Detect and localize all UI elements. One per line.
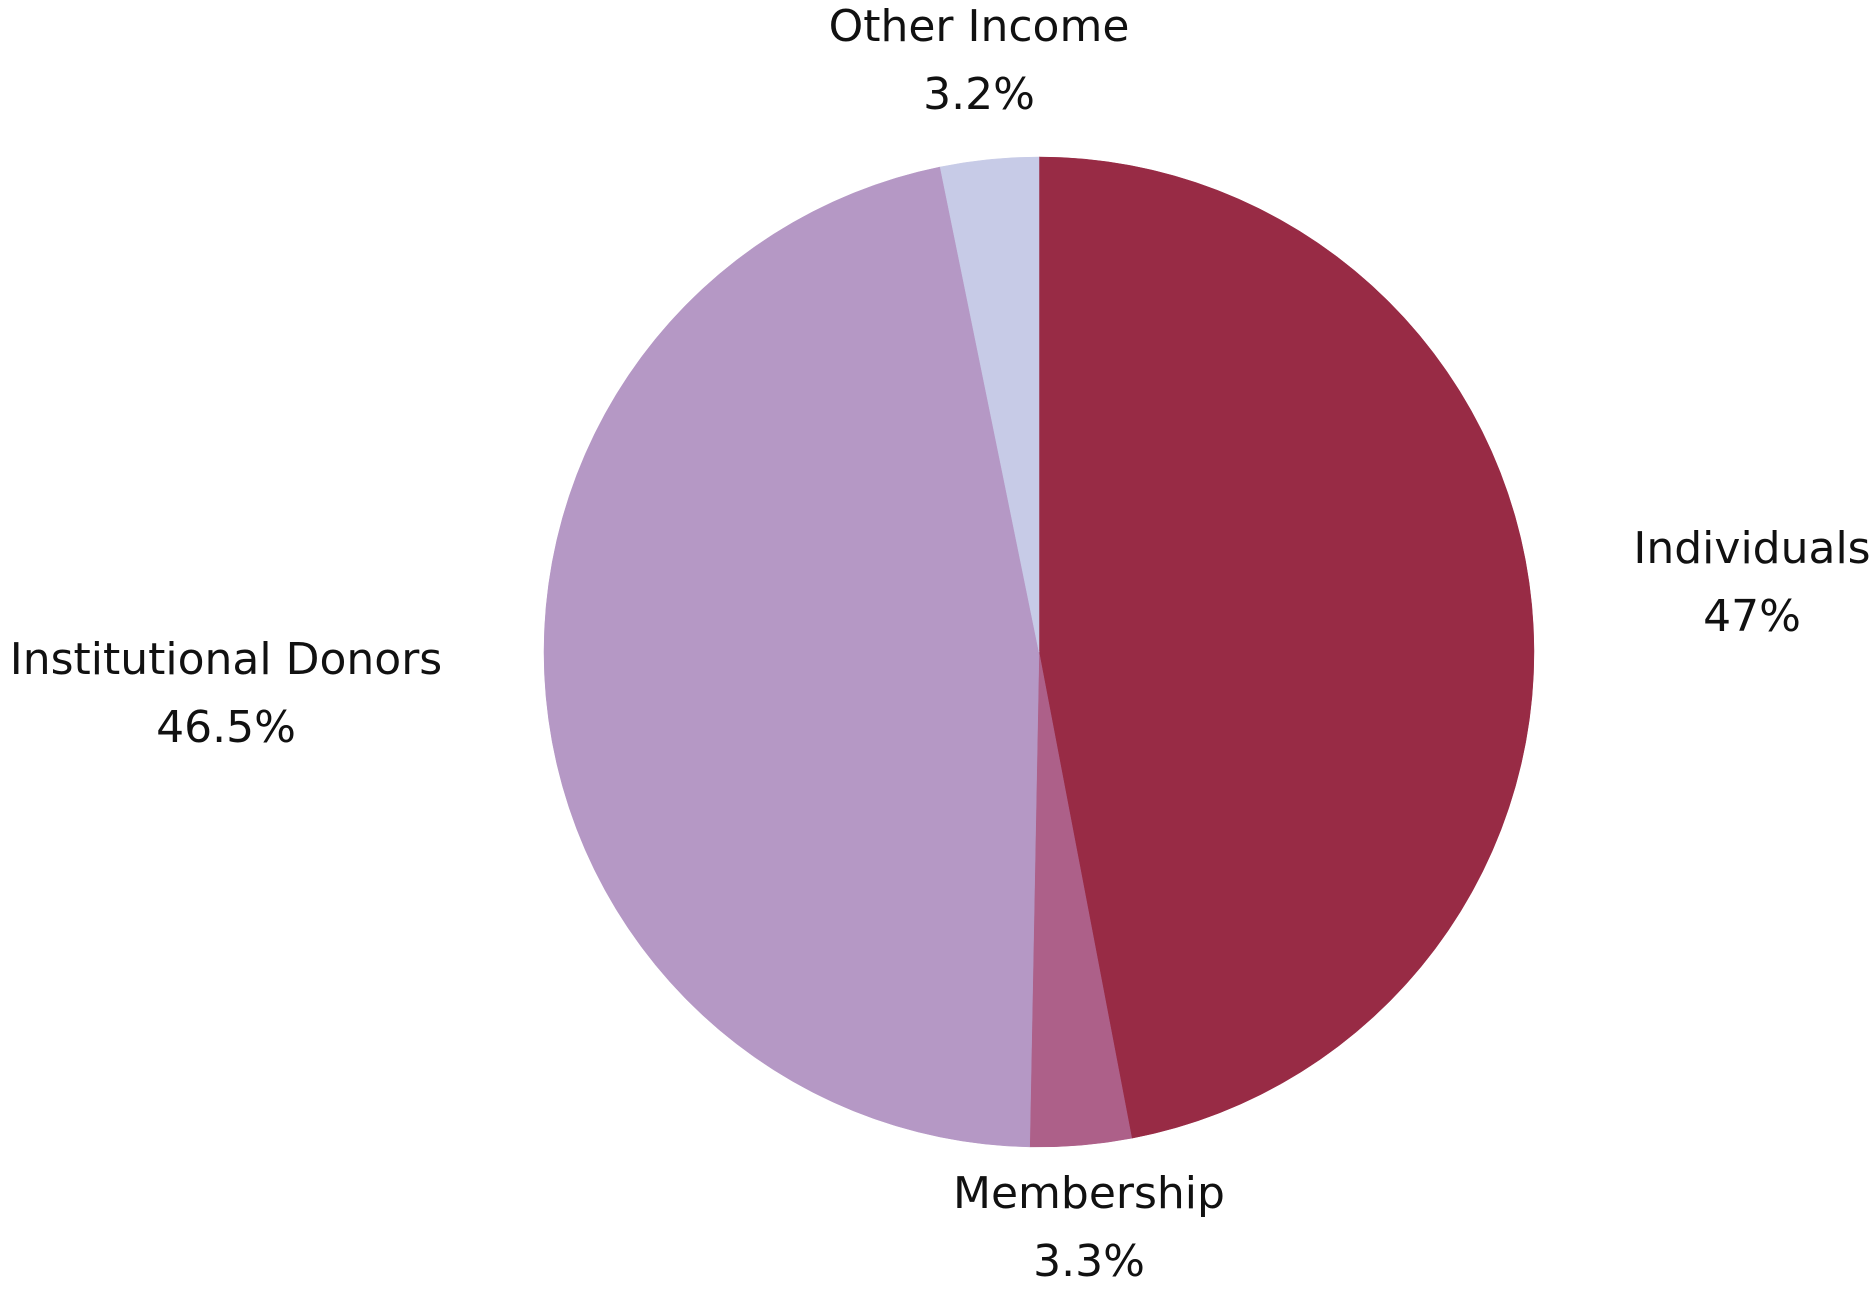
label-membership-name: Membership [953, 1168, 1225, 1219]
label-institutional-donors-value: 46.5% [156, 702, 296, 753]
label-other-income-value: 3.2% [923, 69, 1035, 120]
label-individuals-name: Individuals [1633, 523, 1870, 574]
label-institutional-donors-name: Institutional Donors [10, 634, 442, 685]
pie-slice-individuals [1039, 157, 1534, 1138]
pie-slice-institutional-donors [544, 167, 1039, 1147]
label-membership: Membership 3.3% [953, 1168, 1225, 1287]
label-individuals: Individuals 47% [1633, 523, 1870, 642]
label-individuals-value: 47% [1703, 591, 1801, 642]
label-other-income-name: Other Income [829, 1, 1130, 52]
label-membership-value: 3.3% [1033, 1236, 1145, 1287]
label-institutional-donors: Institutional Donors 46.5% [10, 634, 442, 753]
label-other-income: Other Income 3.2% [829, 1, 1130, 120]
pie-slices [544, 157, 1534, 1147]
